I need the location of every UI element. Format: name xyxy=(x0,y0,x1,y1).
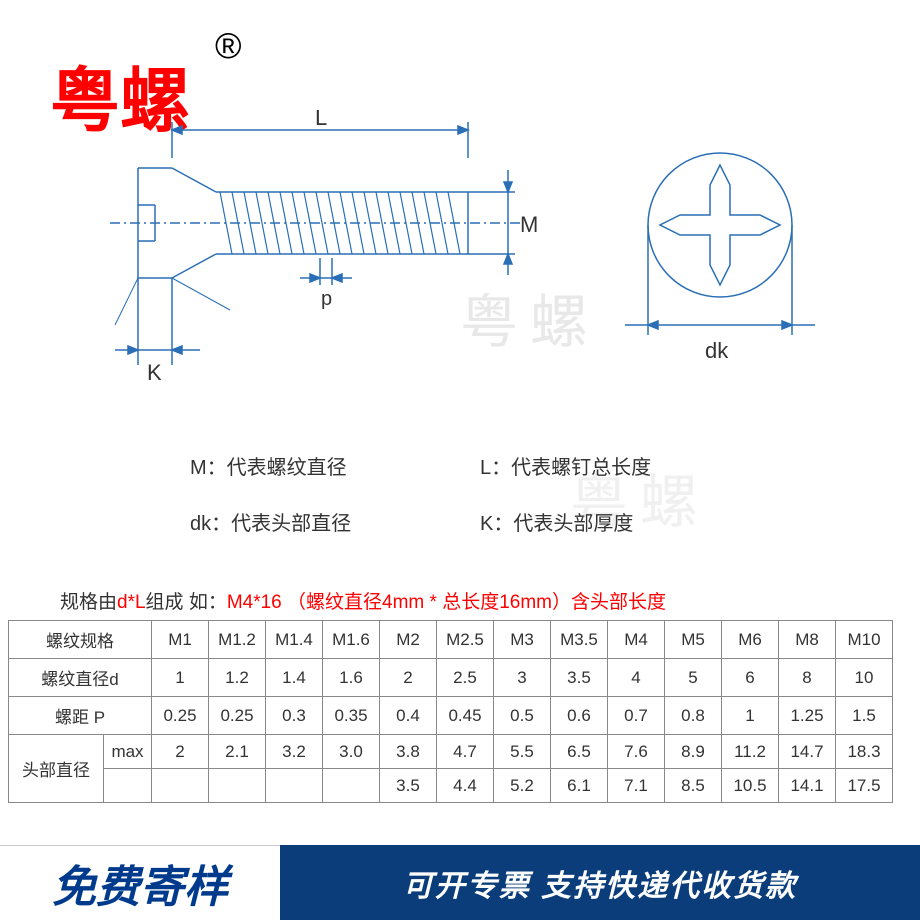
data-cell: 0.7 xyxy=(608,697,665,735)
label-M: M xyxy=(520,212,538,237)
data-cell: M1.6 xyxy=(323,621,380,659)
data-cell: 8.9 xyxy=(665,735,722,769)
data-cell: 1 xyxy=(722,697,779,735)
data-cell: 10.5 xyxy=(722,769,779,803)
data-cell: 7.6 xyxy=(608,735,665,769)
data-cell: 0.35 xyxy=(323,697,380,735)
data-cell: 14.7 xyxy=(779,735,836,769)
data-cell: 1.6 xyxy=(323,659,380,697)
data-cell xyxy=(323,769,380,803)
legend-M: M：代表螺纹直径 xyxy=(190,440,480,496)
data-cell: 3.5 xyxy=(551,659,608,697)
data-cell: 8 xyxy=(779,659,836,697)
registered-symbol: ® xyxy=(215,25,242,67)
footer-banner: 免费寄样 可开专票 支持快递代收货款 xyxy=(0,845,920,920)
data-cell: 0.8 xyxy=(665,697,722,735)
table-row: 头部直径max22.13.23.03.84.75.56.57.68.911.21… xyxy=(9,735,893,769)
data-cell: 18.3 xyxy=(836,735,893,769)
data-cell: M1 xyxy=(152,621,209,659)
label-dk: dk xyxy=(705,338,729,363)
data-cell: 0.3 xyxy=(266,697,323,735)
data-cell: 6 xyxy=(722,659,779,697)
data-cell: M1.2 xyxy=(209,621,266,659)
legend-K: K：代表头部厚度 xyxy=(480,496,770,552)
data-cell: 1.25 xyxy=(779,697,836,735)
data-cell: M10 xyxy=(836,621,893,659)
data-cell: 4.4 xyxy=(437,769,494,803)
footer-right: 可开专票 支持快递代收货款 xyxy=(280,845,920,920)
data-cell: M1.4 xyxy=(266,621,323,659)
data-cell: 0.5 xyxy=(494,697,551,735)
data-cell: 0.45 xyxy=(437,697,494,735)
data-cell: M3.5 xyxy=(551,621,608,659)
data-cell: 0.6 xyxy=(551,697,608,735)
data-cell: 3.2 xyxy=(266,735,323,769)
footer-left: 免费寄样 xyxy=(0,845,280,920)
data-cell: 1.5 xyxy=(836,697,893,735)
data-cell: 7.1 xyxy=(608,769,665,803)
data-cell: 6.5 xyxy=(551,735,608,769)
data-cell: 1.4 xyxy=(266,659,323,697)
data-cell xyxy=(152,769,209,803)
data-cell: 10 xyxy=(836,659,893,697)
label-p: p xyxy=(321,288,332,310)
data-cell: 5 xyxy=(665,659,722,697)
spec-note: 规格由d*L组成 如：M4*16 （螺纹直径4mm * 总长度16mm）含头部长… xyxy=(60,587,666,614)
data-cell: 3.5 xyxy=(380,769,437,803)
data-cell: 2 xyxy=(152,735,209,769)
data-cell: 11.2 xyxy=(722,735,779,769)
data-cell: M2 xyxy=(380,621,437,659)
legend-dk: dk：代表头部直径 xyxy=(190,496,480,552)
data-cell: 8.5 xyxy=(665,769,722,803)
data-cell: M8 xyxy=(779,621,836,659)
data-cell xyxy=(266,769,323,803)
data-cell: M6 xyxy=(722,621,779,659)
screw-diagram: L M p K dk xyxy=(100,110,880,390)
table-row: 3.54.45.26.17.18.510.514.117.5 xyxy=(9,769,893,803)
data-cell xyxy=(209,769,266,803)
row-sublabel xyxy=(104,769,152,803)
legend: M：代表螺纹直径 L：代表螺钉总长度 dk：代表头部直径 K：代表头部厚度 xyxy=(190,440,770,552)
table-row: 螺距 P0.250.250.30.350.40.450.50.60.70.811… xyxy=(9,697,893,735)
data-cell: 0.4 xyxy=(380,697,437,735)
data-cell: 1 xyxy=(152,659,209,697)
data-cell: 3.8 xyxy=(380,735,437,769)
row-label: 螺纹直径d xyxy=(9,659,152,697)
data-cell: 2.1 xyxy=(209,735,266,769)
data-cell: M4 xyxy=(608,621,665,659)
row-label: 螺距 P xyxy=(9,697,152,735)
data-cell: 3 xyxy=(494,659,551,697)
row-sublabel: max xyxy=(104,735,152,769)
data-cell: M3 xyxy=(494,621,551,659)
legend-L: L：代表螺钉总长度 xyxy=(480,440,770,496)
data-cell: 6.1 xyxy=(551,769,608,803)
row-label: 螺纹规格 xyxy=(9,621,152,659)
data-cell: 0.25 xyxy=(152,697,209,735)
data-cell: M5 xyxy=(665,621,722,659)
row-label: 头部直径 xyxy=(9,735,104,803)
data-cell: 17.5 xyxy=(836,769,893,803)
data-cell: 5.2 xyxy=(494,769,551,803)
data-cell: 2 xyxy=(380,659,437,697)
data-cell: M2.5 xyxy=(437,621,494,659)
data-cell: 5.5 xyxy=(494,735,551,769)
label-K: K xyxy=(147,360,162,385)
data-cell: 2.5 xyxy=(437,659,494,697)
label-L: L xyxy=(315,110,327,130)
table-row: 螺纹直径d11.21.41.622.533.5456810 xyxy=(9,659,893,697)
data-cell: 4.7 xyxy=(437,735,494,769)
table-row: 螺纹规格M1M1.2M1.4M1.6M2M2.5M3M3.5M4M5M6M8M1… xyxy=(9,621,893,659)
data-cell: 4 xyxy=(608,659,665,697)
data-cell: 1.2 xyxy=(209,659,266,697)
data-cell: 3.0 xyxy=(323,735,380,769)
data-cell: 0.25 xyxy=(209,697,266,735)
data-cell: 14.1 xyxy=(779,769,836,803)
spec-table: 螺纹规格M1M1.2M1.4M1.6M2M2.5M3M3.5M4M5M6M8M1… xyxy=(8,620,893,803)
